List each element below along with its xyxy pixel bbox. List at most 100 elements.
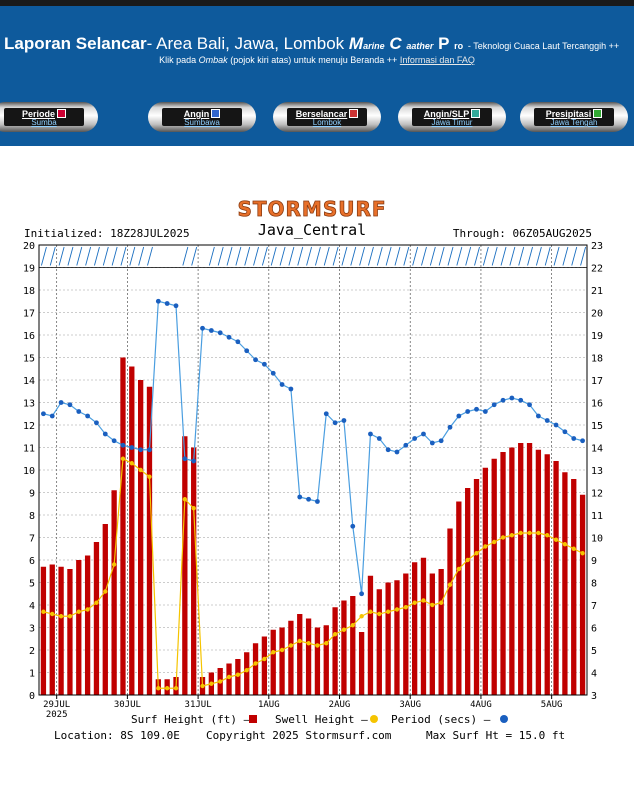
chart-title: Java_Central [258,221,366,239]
y-tick-left: 5 [29,579,35,590]
y-tick-right: 14 [591,444,603,455]
wind-arrow [138,246,145,266]
y-tick-left: 11 [23,444,35,455]
precip-icon [593,109,603,118]
wind-arrow [253,246,259,266]
wind-arrow [359,246,366,266]
swell-point [173,686,179,691]
swell-point [41,609,46,614]
nav-button-face: Angin/SLP Jawa Timur [412,108,492,127]
max-surf-label: Max Surf Ht = 15.0 ft [426,729,565,742]
surf-bar [473,479,480,695]
swell-point [500,535,506,540]
wind-arrow [429,246,436,266]
surf-bar [403,573,409,695]
period-point [279,382,285,387]
wind-arrow [553,246,560,266]
home-link[interactable]: Ombak [198,55,228,65]
period-point [562,429,568,435]
top-bar [0,0,634,6]
wind-arrow [323,246,330,266]
period-point [571,436,577,441]
surf-bar [571,479,577,695]
y-tick-left: 7 [29,534,35,545]
period-point [332,420,338,426]
subtitle: Klik pada Ombak (pojok kiri atas) untuk … [0,55,634,65]
y-tick-left: 4 [29,601,35,612]
period-point [482,409,488,414]
period-point [85,413,91,419]
nav-sub-link[interactable]: Lombok [312,118,342,127]
period-point [208,328,214,333]
initialized-label: Initialized: 18Z28JUL2025 [24,227,190,240]
period-point [412,436,418,441]
nav-sub-link[interactable]: Sumbawa [184,118,220,127]
swell-point [430,602,435,608]
nav-button-face: Berselancar Lombok [287,108,367,127]
wind-arrow [111,246,118,266]
surf-bar [129,366,135,695]
wind-arrow [332,246,339,266]
y-tick-left: 20 [23,241,35,252]
period-point [58,400,64,405]
surf-bar [84,555,91,695]
nav-sub-link[interactable]: Jawa Timur [431,118,473,127]
period-point [491,402,497,408]
swell-point [332,632,338,637]
swell-point [324,641,329,646]
nav-label: Angin/SLP [412,109,492,119]
y-tick-right: 19 [591,331,603,342]
y-tick-right: 11 [591,511,603,522]
nav-button-presipitasi[interactable]: Presipitasi Jawa Tengah [520,102,628,132]
surf-bar [58,566,64,695]
nav-button-periode[interactable]: Periode Sumba [0,102,98,132]
period-series [41,298,585,597]
y-tick-left: 16 [23,331,35,342]
y-tick-right: 5 [591,646,597,657]
y-tick-left: 15 [23,354,35,365]
surf-bar [182,436,188,695]
swell-point [456,566,462,572]
swell-point [147,474,152,479]
surf-bar [297,614,303,695]
y-tick-left: 17 [23,309,35,320]
nav-button-angin[interactable]: Angin Sumbawa [148,102,256,132]
swell-point [182,497,188,502]
period-point [350,523,356,529]
surf-chart: STORMSURF Java_Central Initialized: 18Z2… [23,197,603,742]
swell-point [509,533,515,538]
period-point [111,438,117,444]
period-point [200,325,205,331]
swell-point [483,544,488,549]
nav-label: Angin [162,109,242,119]
wind-arrow [571,246,578,266]
period-point [164,301,170,306]
x-tick-label: 3AUG [399,700,421,710]
period-point [244,348,250,354]
wind-arrow [341,246,348,266]
period-point [102,431,108,437]
wind-arrow [385,246,392,266]
wind-slp-icon [471,109,481,118]
nav-sub-link[interactable]: Sumba [31,118,57,127]
swell-point [580,551,585,556]
swell-point [279,647,285,653]
period-point [447,424,453,430]
surf-bar [40,566,47,695]
wind-arrow [465,246,472,266]
swell-point [200,683,205,689]
wind-arrow [527,246,533,266]
swell-point [394,607,400,612]
wind-arrow [67,246,74,266]
faq-link[interactable]: Informasi dan FAQ [399,55,475,65]
wind-arrow [94,246,100,266]
wind-arrow [129,246,136,266]
nav-button-angin-slp[interactable]: Angin/SLP Jawa Timur [398,102,506,132]
nav-button-berselancar[interactable]: Berselancar Lombok [273,102,381,132]
nav-sub-link[interactable]: Jawa Tengah [550,118,598,127]
period-point [76,409,82,414]
surf-bar [111,490,117,695]
wind-arrow [562,246,569,266]
surf-bar [102,524,108,695]
y-tick-left: 1 [29,669,35,680]
